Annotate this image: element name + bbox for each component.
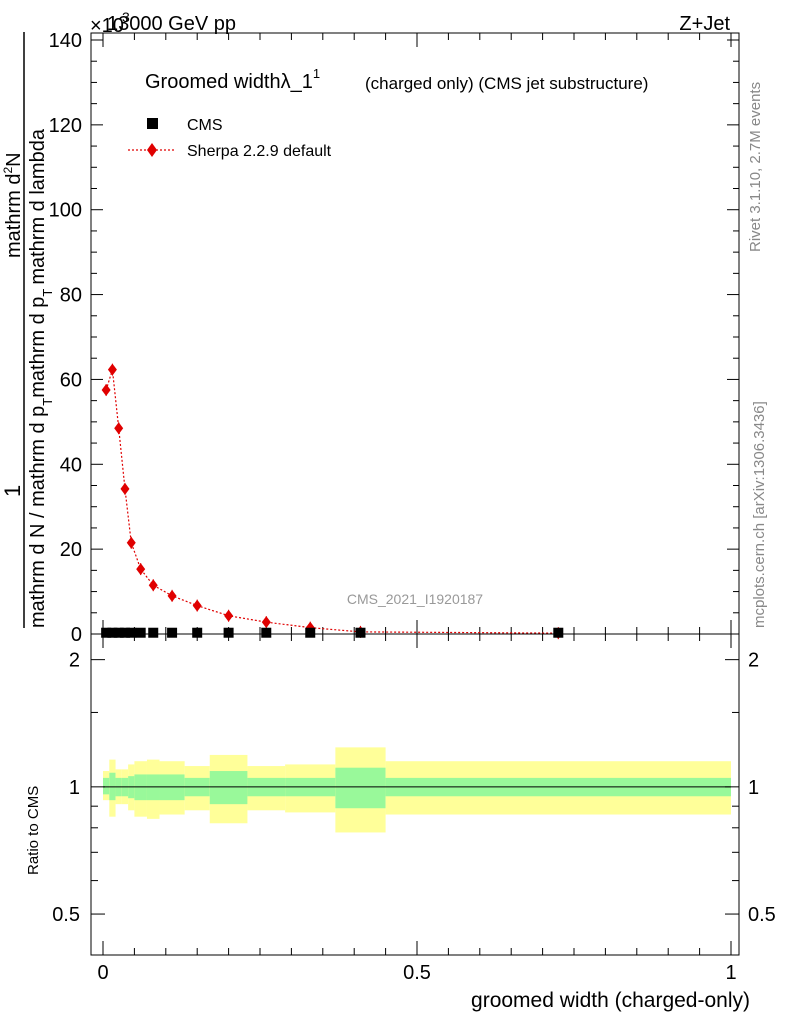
legend-label-sherpa: Sherpa 2.2.9 default [187,143,332,160]
y-label-denominator: mathrm d N / mathrm d pTmathrm d pTmathr… [27,128,55,628]
ratio-bands [103,747,731,833]
rivet-label: Rivet 3.1.10, 2.7M events [747,82,764,252]
x-tick-label: 0 [97,962,108,984]
watermark: CMS_2021_I1920187 [347,591,483,607]
main-y-tick-label: 40 [60,454,82,476]
ratio-y-tick-label: 1 [69,777,80,799]
main-y-label: 1 mathrm d2N mathrm d N / mathrm d pTmat… [0,32,55,628]
sherpa-point [120,482,130,495]
sherpa-point [101,384,111,397]
ratio-y-ticks: 0.5 0.5 1 1 2 2 [52,650,776,926]
ratio-y-tick-label: 0.5 [52,904,80,926]
cms-point [553,627,564,638]
sherpa-series [101,363,563,640]
ratio-y-tick-label-right: 1 [748,777,759,799]
exponent: 3 [122,9,130,25]
y-label-den-sub1: T [40,398,55,406]
ratio-inner-band [209,771,248,805]
main-y-tick-label: 80 [60,285,82,307]
x-tick-label: 0.5 [403,962,431,984]
ratio-y-label: Ratio to CMS [25,786,42,875]
y-label-den-sub2: T [40,289,55,297]
cms-point [113,627,124,638]
cms-point [261,627,272,638]
cms-point [355,627,366,638]
y-label-den-part2: mathrm d p [27,297,49,398]
y-label-den-part1: mathrm d N / mathrm d p [27,406,49,628]
chart-title-main: Groomed widthλ_1 [145,71,313,93]
sherpa-line [105,369,559,634]
cms-point [135,627,146,638]
legend: CMS Sherpa 2.2.9 default [128,117,332,160]
y-label-top-end: N [3,152,25,166]
main-y-tick-label: 0 [71,624,82,646]
sherpa-point [224,609,234,622]
process-label: Z+Jet [679,13,730,35]
x-tick-label: 1 [725,962,736,984]
ratio-plot-frame [90,633,740,956]
y-label-top-main: mathrm d [3,174,25,258]
y-label-top-sup: 2 [1,167,15,174]
sherpa-point [192,599,202,612]
legend-marker-cms [147,118,158,129]
mcplots-label: mcplots.cern.ch [arXiv:1306.3436] [751,401,768,628]
main-y-tick-label: 20 [60,539,82,561]
main-y-tick-label: 120 [49,115,82,137]
sherpa-point [167,589,177,602]
sherpa-point [107,363,117,376]
cms-point [101,627,112,638]
y-label-top: mathrm d2N [1,152,25,258]
x-axis-label: groomed width (charged-only) [471,989,750,1012]
cms-point [126,627,137,638]
main-x-ticks [102,33,732,634]
cms-point [107,627,118,638]
energy-label: 13000 GeV pp [107,13,236,35]
chart-subtitle: (charged only) (CMS jet substructure) [365,74,648,93]
ratio-inner-band [335,767,386,809]
ratio-y-tick-label-right: 0.5 [748,904,776,926]
y-label-numerator: 1 [0,485,25,497]
chart-title-sup: 1 [313,66,320,81]
sherpa-point [114,422,124,435]
main-y-tick-label: 140 [49,30,82,52]
sherpa-point [136,563,146,576]
chart-title: Groomed widthλ_11 [145,66,320,93]
cms-series [101,627,564,638]
cms-point [167,627,178,638]
legend-marker-sherpa [147,143,157,157]
cms-point [148,627,159,638]
legend-label-cms: CMS [187,117,223,134]
sherpa-point [261,616,271,629]
cms-point [305,627,316,638]
exponent-prefix: ×10 [90,15,124,37]
cms-point [223,627,234,638]
ratio-y-tick-label: 2 [69,650,80,672]
cms-point [119,627,130,638]
ratio-x-ticks: 0 0.5 1 [97,634,737,984]
main-y-tick-label: 100 [49,200,82,222]
ratio-y-tick-label-right: 2 [748,650,759,672]
main-y-ticks: 0 20 40 60 80 100 120 140 [49,30,739,646]
y-label-den-part3: mathrm d lambda [27,128,49,284]
sherpa-point [126,536,136,549]
ratio-inner-band [103,777,110,795]
sherpa-point [148,579,158,592]
main-y-tick-label: 60 [60,369,82,391]
cms-point [192,627,203,638]
